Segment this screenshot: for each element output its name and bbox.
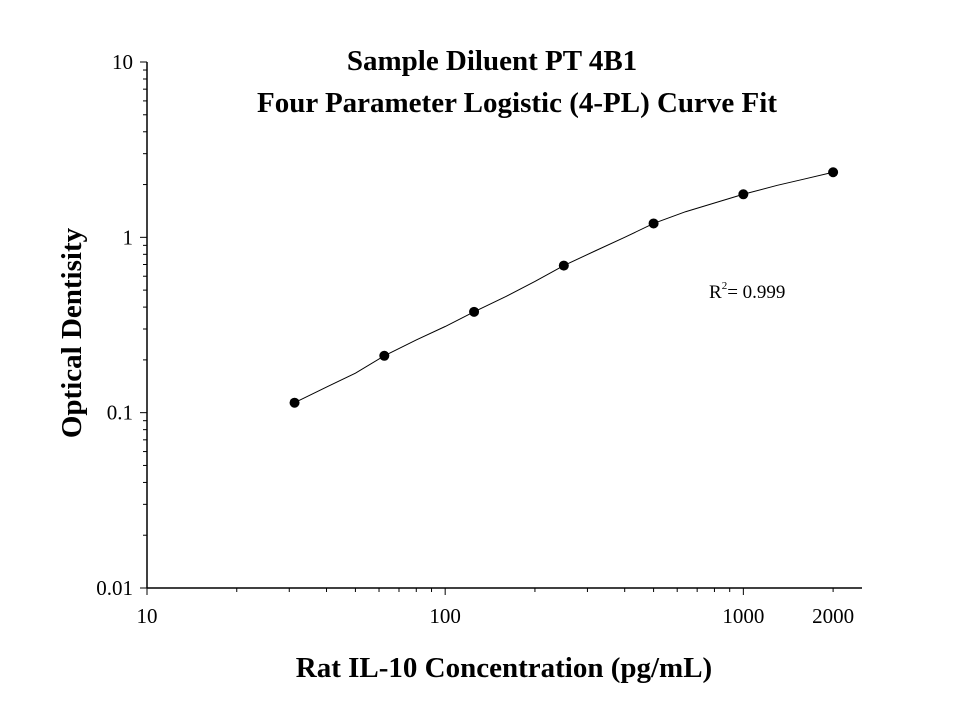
y-tick-label: 0.01	[96, 576, 133, 600]
data-points	[289, 167, 839, 408]
data-point	[379, 350, 390, 361]
r-squared-base: R	[709, 282, 722, 303]
data-point	[289, 397, 300, 408]
chart-title: Sample Diluent PT 4B1	[347, 45, 637, 77]
data-point	[828, 167, 839, 178]
x-tick-label: 100	[429, 604, 461, 628]
r-squared-annotation: R2= 0.999	[709, 280, 785, 303]
data-point	[648, 218, 659, 229]
y-axis-label: Optical Dentisity	[56, 227, 88, 438]
x-tick-label: 10	[137, 604, 158, 628]
x-tick-label: 1000	[722, 604, 764, 628]
r-squared-value: = 0.999	[727, 282, 785, 303]
y-tick-label: 0.1	[107, 401, 133, 425]
x-axis-label: Rat IL-10 Concentration (pg/mL)	[296, 652, 712, 684]
tick-labels: 0.01 0.1 1 10 10 100 1000 2000	[96, 50, 854, 628]
ticks	[140, 61, 834, 595]
y-tick-label: 1	[123, 225, 134, 249]
data-point	[558, 260, 569, 271]
chart-subtitle: Four Parameter Logistic (4-PL) Curve Fit	[257, 87, 777, 119]
y-tick-label: 10	[112, 50, 133, 74]
r-squared-superscript: 2	[722, 280, 728, 292]
axes	[146, 62, 862, 589]
x-tick-label: 2000	[812, 604, 854, 628]
data-point	[738, 189, 749, 200]
data-point	[469, 306, 480, 317]
